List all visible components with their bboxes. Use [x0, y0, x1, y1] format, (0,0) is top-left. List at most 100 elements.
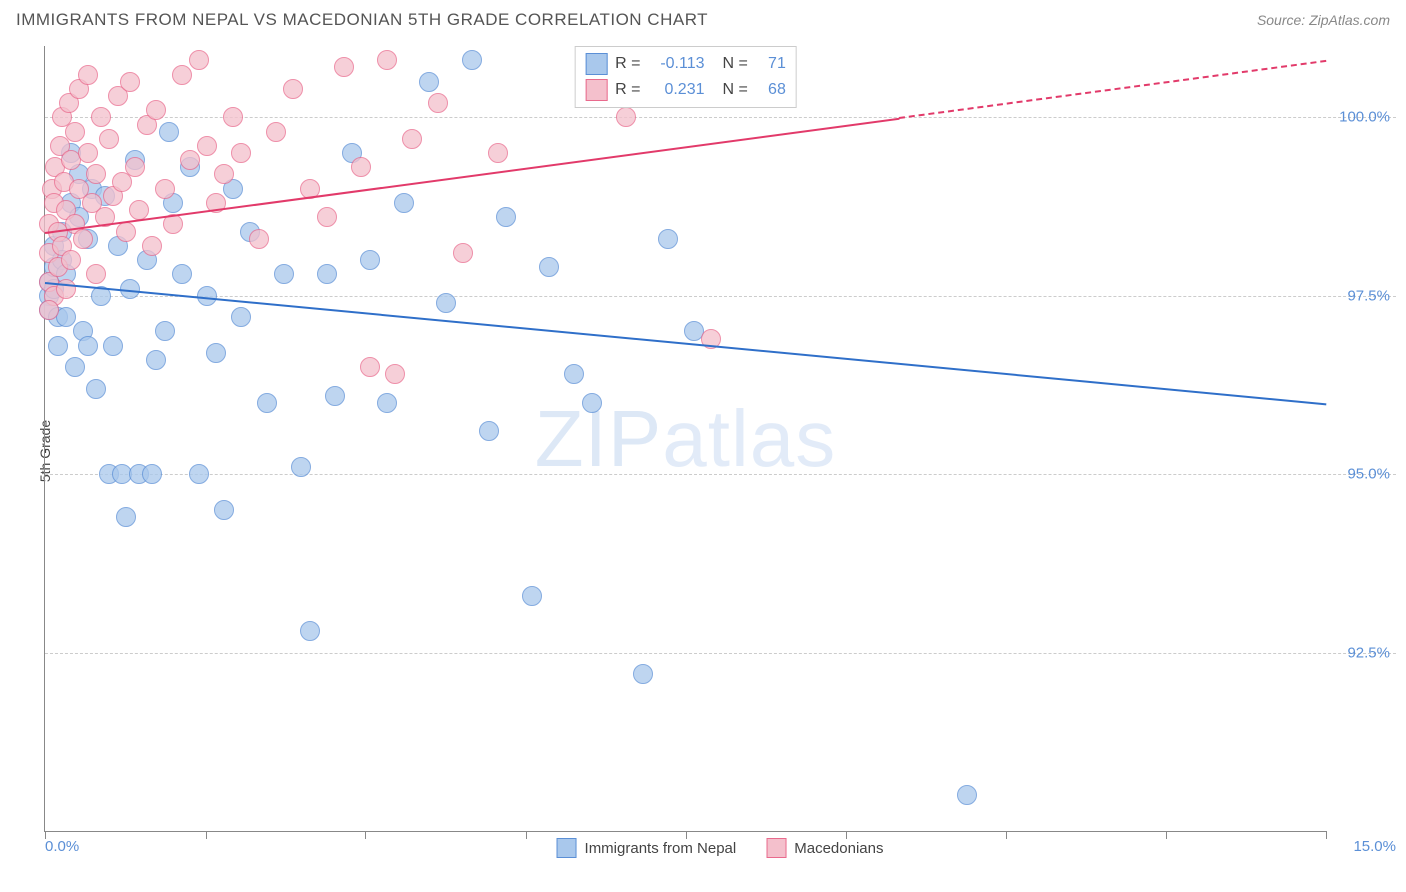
data-point	[146, 100, 166, 120]
data-point	[274, 264, 294, 284]
x-tick	[526, 831, 527, 839]
data-point	[65, 122, 85, 142]
data-point	[616, 107, 636, 127]
watermark-thin: atlas	[662, 394, 836, 483]
plot-region: ZIPatlas R =-0.113N =71R =0.231N =68 92.…	[44, 46, 1326, 832]
data-point	[317, 207, 337, 227]
legend-swatch	[557, 838, 577, 858]
data-point	[428, 93, 448, 113]
data-point	[103, 336, 123, 356]
data-point	[197, 136, 217, 156]
watermark: ZIPatlas	[535, 393, 836, 485]
data-point	[249, 229, 269, 249]
data-point	[206, 343, 226, 363]
gridline	[45, 474, 1396, 475]
chart-area: 5th Grade ZIPatlas R =-0.113N =71R =0.23…	[44, 46, 1396, 856]
data-point	[99, 129, 119, 149]
data-point	[223, 107, 243, 127]
gridline	[45, 296, 1396, 297]
gridline	[45, 117, 1396, 118]
data-point	[86, 264, 106, 284]
x-tick	[1166, 831, 1167, 839]
r-label: R =	[615, 81, 640, 99]
r-label: R =	[615, 55, 640, 73]
data-point	[189, 50, 209, 70]
x-axis-end-label: 15.0%	[1353, 838, 1396, 855]
title-bar: IMMIGRANTS FROM NEPAL VS MACEDONIAN 5TH …	[0, 0, 1406, 34]
stats-row: R =-0.113N =71	[585, 51, 786, 77]
y-tick-label: 95.0%	[1347, 466, 1390, 483]
legend-label: Macedonians	[794, 840, 883, 857]
data-point	[582, 393, 602, 413]
trend-line	[899, 60, 1326, 119]
data-point	[257, 393, 277, 413]
data-point	[146, 350, 166, 370]
data-point	[231, 143, 251, 163]
data-point	[325, 386, 345, 406]
legend-item: Immigrants from Nepal	[557, 838, 737, 858]
data-point	[65, 357, 85, 377]
data-point	[125, 157, 145, 177]
y-tick-label: 97.5%	[1347, 287, 1390, 304]
data-point	[377, 50, 397, 70]
data-point	[394, 193, 414, 213]
data-point	[129, 200, 149, 220]
data-point	[633, 664, 653, 684]
data-point	[78, 143, 98, 163]
chart-title: IMMIGRANTS FROM NEPAL VS MACEDONIAN 5TH …	[16, 10, 708, 30]
data-point	[180, 150, 200, 170]
n-label: N =	[723, 81, 748, 99]
data-point	[56, 307, 76, 327]
data-point	[214, 500, 234, 520]
data-point	[479, 421, 499, 441]
legend: Immigrants from Nepal Macedonians	[557, 838, 884, 858]
data-point	[266, 122, 286, 142]
data-point	[78, 336, 98, 356]
data-point	[155, 321, 175, 341]
data-point	[419, 72, 439, 92]
data-point	[351, 157, 371, 177]
legend-label: Immigrants from Nepal	[585, 840, 737, 857]
data-point	[317, 264, 337, 284]
trend-line	[45, 282, 1326, 405]
data-point	[172, 65, 192, 85]
data-point	[142, 464, 162, 484]
data-point	[539, 257, 559, 277]
data-point	[172, 264, 192, 284]
data-point	[86, 379, 106, 399]
source-label: Source: ZipAtlas.com	[1257, 12, 1390, 28]
y-tick-label: 100.0%	[1339, 109, 1390, 126]
data-point	[142, 236, 162, 256]
data-point	[155, 179, 175, 199]
data-point	[496, 207, 516, 227]
y-tick-label: 92.5%	[1347, 644, 1390, 661]
data-point	[658, 229, 678, 249]
data-point	[385, 364, 405, 384]
x-tick	[206, 831, 207, 839]
x-tick	[365, 831, 366, 839]
x-axis-end-label: 0.0%	[45, 838, 79, 855]
data-point	[116, 222, 136, 242]
n-value: 68	[756, 81, 786, 99]
data-point	[73, 229, 93, 249]
data-point	[283, 79, 303, 99]
data-point	[360, 250, 380, 270]
data-point	[291, 457, 311, 477]
r-value: -0.113	[649, 55, 705, 73]
data-point	[61, 250, 81, 270]
data-point	[957, 785, 977, 805]
series-swatch	[585, 53, 607, 75]
correlation-stats-box: R =-0.113N =71R =0.231N =68	[574, 46, 797, 108]
data-point	[402, 129, 422, 149]
data-point	[488, 143, 508, 163]
data-point	[48, 336, 68, 356]
data-point	[564, 364, 584, 384]
x-tick	[1006, 831, 1007, 839]
legend-swatch	[766, 838, 786, 858]
data-point	[78, 65, 98, 85]
x-tick	[1326, 831, 1327, 839]
n-value: 71	[756, 55, 786, 73]
data-point	[334, 57, 354, 77]
data-point	[56, 279, 76, 299]
r-value: 0.231	[649, 81, 705, 99]
